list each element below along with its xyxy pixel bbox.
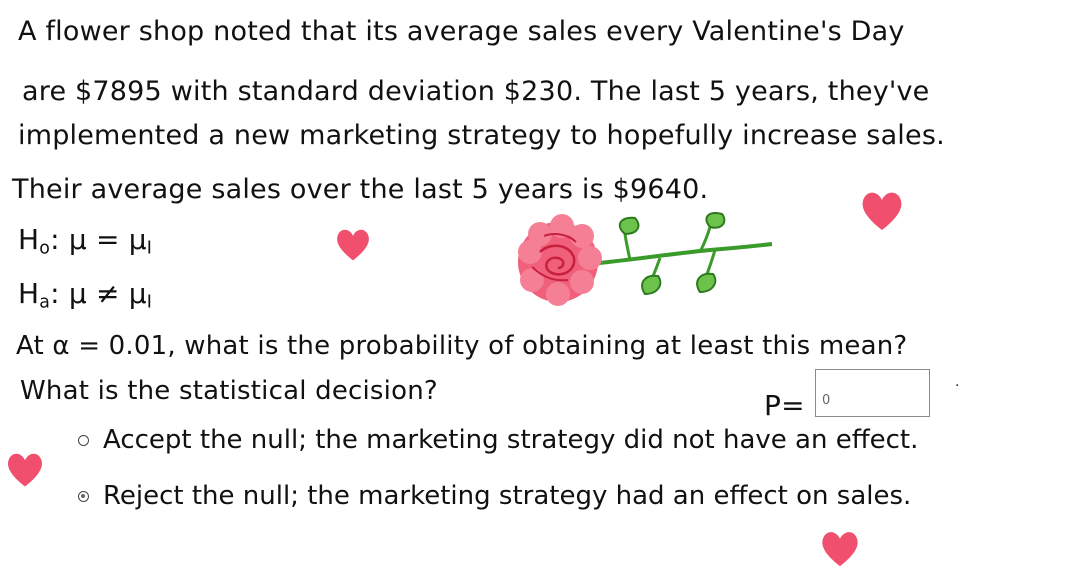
null-sub: o bbox=[39, 238, 51, 259]
alt-sub: a bbox=[39, 292, 51, 313]
radio-accept-null[interactable] bbox=[78, 434, 89, 446]
null-rest: : μ = μ bbox=[50, 223, 147, 256]
problem-line-1: A flower shop noted that its average sal… bbox=[18, 16, 905, 47]
null-h: H bbox=[18, 223, 40, 256]
heart-icon bbox=[862, 192, 902, 230]
alt-end-sub: I bbox=[146, 292, 153, 313]
question-probability: At α = 0.01, what is the probability of … bbox=[16, 331, 908, 361]
option-reject-null[interactable]: Reject the null; the marketing strategy … bbox=[78, 481, 911, 511]
option-reject-label: Reject the null; the marketing strategy … bbox=[103, 481, 912, 511]
null-hypothesis: Ho: μ = μI bbox=[18, 226, 152, 258]
option-accept-label: Accept the null; the marketing strategy … bbox=[103, 425, 919, 455]
problem-line-4: Their average sales over the last 5 year… bbox=[12, 174, 709, 205]
stray-dot: · bbox=[955, 378, 960, 394]
heart-icon bbox=[337, 229, 369, 261]
null-end-sub: I bbox=[146, 238, 153, 259]
alt-h: H bbox=[18, 277, 40, 310]
problem-line-2: are $7895 with standard deviation $230. … bbox=[22, 76, 930, 107]
p-value-label: P= bbox=[764, 389, 805, 422]
alternative-hypothesis: Ha: μ ≠ μI bbox=[18, 280, 152, 312]
problem-line-3: implemented a new marketing strategy to … bbox=[18, 120, 945, 151]
option-accept-null[interactable]: Accept the null; the marketing strategy … bbox=[78, 425, 918, 455]
heart-icon bbox=[8, 453, 42, 487]
question-decision: What is the statistical decision? bbox=[20, 376, 438, 406]
radio-reject-null[interactable] bbox=[78, 490, 89, 502]
p-value-input[interactable] bbox=[815, 369, 930, 417]
rose-icon bbox=[518, 212, 773, 306]
heart-icon bbox=[822, 532, 858, 567]
alt-rest: : μ ≠ μ bbox=[50, 277, 147, 310]
